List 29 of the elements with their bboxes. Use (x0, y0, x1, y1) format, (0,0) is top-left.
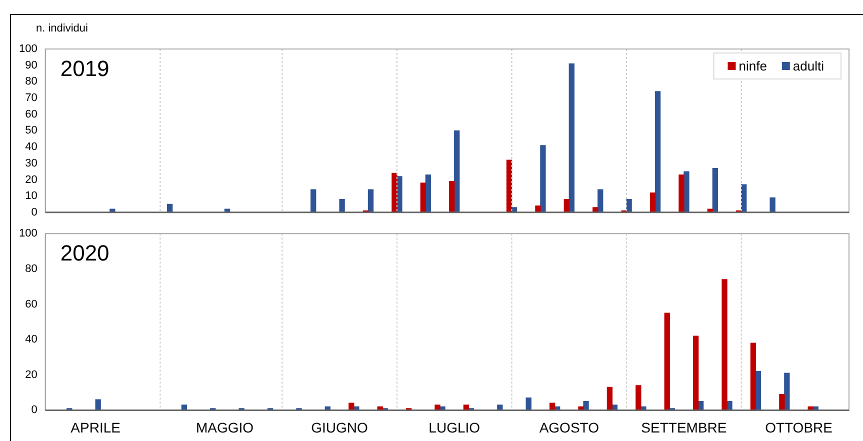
chart-title: 2020 (60, 240, 110, 266)
y-tick-label: 40 (25, 141, 38, 154)
y-tick-label: 20 (25, 368, 38, 381)
x-tick-label: GIUGNO (311, 419, 368, 436)
y-tick-label: 0 (31, 206, 38, 218)
x-tick-label: OTTOBRE (765, 419, 832, 436)
y-tick-label: 60 (25, 298, 38, 310)
y-tick-label: 0 (31, 404, 38, 416)
x-tick-label: SETTEMBRE (641, 419, 727, 436)
legend-label: adulti (792, 58, 824, 74)
y-tick-label: 90 (25, 59, 38, 72)
x-tick-label: LUGLIO (428, 419, 480, 436)
y-tick-label: 100 (18, 43, 38, 56)
chart-title: 2019 (60, 56, 110, 82)
legend-label: ninfe (738, 58, 767, 74)
y-tick-label: 80 (25, 76, 38, 88)
y-tick-label: 10 (25, 190, 38, 202)
y-tick-label: 30 (25, 157, 38, 170)
y-axis-title: n. individui (36, 22, 88, 35)
y-tick-label: 100 (18, 228, 38, 240)
y-tick-label: 70 (25, 92, 38, 104)
x-tick-label: APRILE (70, 419, 120, 436)
x-tick-label: MAGGIO (196, 419, 254, 436)
x-tick-label: AGOSTO (539, 419, 600, 436)
y-tick-label: 20 (25, 174, 38, 186)
y-tick-label: 40 (25, 334, 38, 346)
y-tick-label: 50 (25, 124, 38, 137)
y-tick-label: 60 (25, 108, 38, 120)
y-tick-label: 80 (25, 262, 38, 275)
